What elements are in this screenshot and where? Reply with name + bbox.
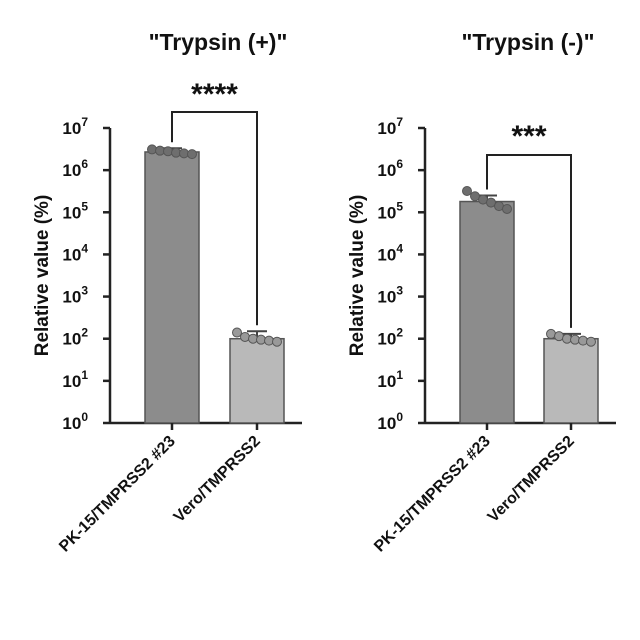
data-point [587, 337, 596, 346]
y-tick-label: 107 [377, 115, 403, 138]
y-axis-label: Relative value (%) [32, 195, 53, 357]
y-tick-exponent: 4 [81, 241, 88, 255]
y-tick-exponent: 4 [396, 241, 403, 255]
y-tick-base: 10 [377, 245, 396, 264]
chart-title: "Trypsin (+)" [149, 29, 288, 55]
chart-title: "Trypsin (-)" [462, 29, 595, 55]
y-tick-base: 10 [62, 203, 81, 222]
data-point [148, 145, 157, 154]
x-tick-label: Vero/TMPRSS2 [485, 433, 578, 526]
y-tick-base: 10 [62, 245, 81, 264]
y-tick-base: 10 [62, 372, 81, 391]
data-point [233, 328, 242, 337]
bar [544, 339, 598, 423]
y-tick-label: 101 [377, 368, 403, 391]
y-tick-base: 10 [377, 161, 396, 180]
y-tick-exponent: 0 [81, 410, 88, 424]
significance-label: **** [191, 78, 238, 111]
bar [145, 152, 199, 423]
y-tick-exponent: 5 [396, 199, 403, 213]
y-tick-label: 106 [62, 157, 88, 180]
y-tick-base: 10 [62, 161, 81, 180]
y-tick-label: 101 [62, 368, 88, 391]
significance-label: *** [511, 120, 546, 153]
y-tick-label: 104 [62, 241, 88, 264]
y-tick-base: 10 [377, 288, 396, 307]
y-tick-label: 107 [62, 115, 88, 138]
y-tick-label: 100 [377, 410, 403, 433]
y-tick-base: 10 [377, 330, 396, 349]
y-tick-base: 10 [377, 414, 396, 433]
y-tick-exponent: 7 [396, 115, 403, 129]
y-tick-exponent: 2 [81, 326, 88, 340]
y-tick-label: 104 [377, 241, 403, 264]
chart-panel-trypsin-plus: "Trypsin (+)"Relative value (%)100101102… [32, 29, 302, 556]
data-point [463, 186, 472, 195]
y-tick-label: 106 [377, 157, 403, 180]
y-tick-base: 10 [62, 414, 81, 433]
y-tick-exponent: 5 [81, 199, 88, 213]
y-tick-base: 10 [62, 288, 81, 307]
x-tick-label: PK-15/TMPRSS2 #23 [56, 433, 179, 556]
y-tick-base: 10 [377, 203, 396, 222]
y-tick-exponent: 7 [81, 115, 88, 129]
y-tick-exponent: 6 [81, 157, 88, 171]
data-point [164, 147, 173, 156]
y-tick-label: 103 [377, 284, 403, 307]
y-tick-label: 105 [62, 199, 88, 222]
y-tick-exponent: 0 [396, 410, 403, 424]
y-tick-base: 10 [62, 330, 81, 349]
y-tick-label: 103 [62, 284, 88, 307]
y-tick-exponent: 1 [396, 368, 403, 382]
y-tick-exponent: 3 [396, 284, 403, 298]
data-point [188, 150, 197, 159]
y-tick-label: 105 [377, 199, 403, 222]
bar [230, 339, 284, 423]
y-tick-base: 10 [377, 119, 396, 138]
data-point [273, 337, 282, 346]
y-axis-label: Relative value (%) [347, 195, 368, 357]
y-tick-exponent: 1 [81, 368, 88, 382]
y-tick-exponent: 3 [81, 284, 88, 298]
x-tick-label: Vero/TMPRSS2 [171, 433, 264, 526]
y-tick-label: 102 [377, 326, 403, 349]
x-tick-label: PK-15/TMPRSS2 #23 [371, 433, 494, 556]
y-tick-base: 10 [62, 119, 81, 138]
chart-panel-trypsin-minus: "Trypsin (-)"Relative value (%)100101102… [347, 29, 616, 556]
data-point [503, 204, 512, 213]
y-tick-label: 102 [62, 326, 88, 349]
y-tick-label: 100 [62, 410, 88, 433]
y-tick-exponent: 2 [396, 326, 403, 340]
y-tick-base: 10 [377, 372, 396, 391]
bar [460, 202, 514, 423]
y-tick-exponent: 6 [396, 157, 403, 171]
data-point [241, 332, 250, 341]
